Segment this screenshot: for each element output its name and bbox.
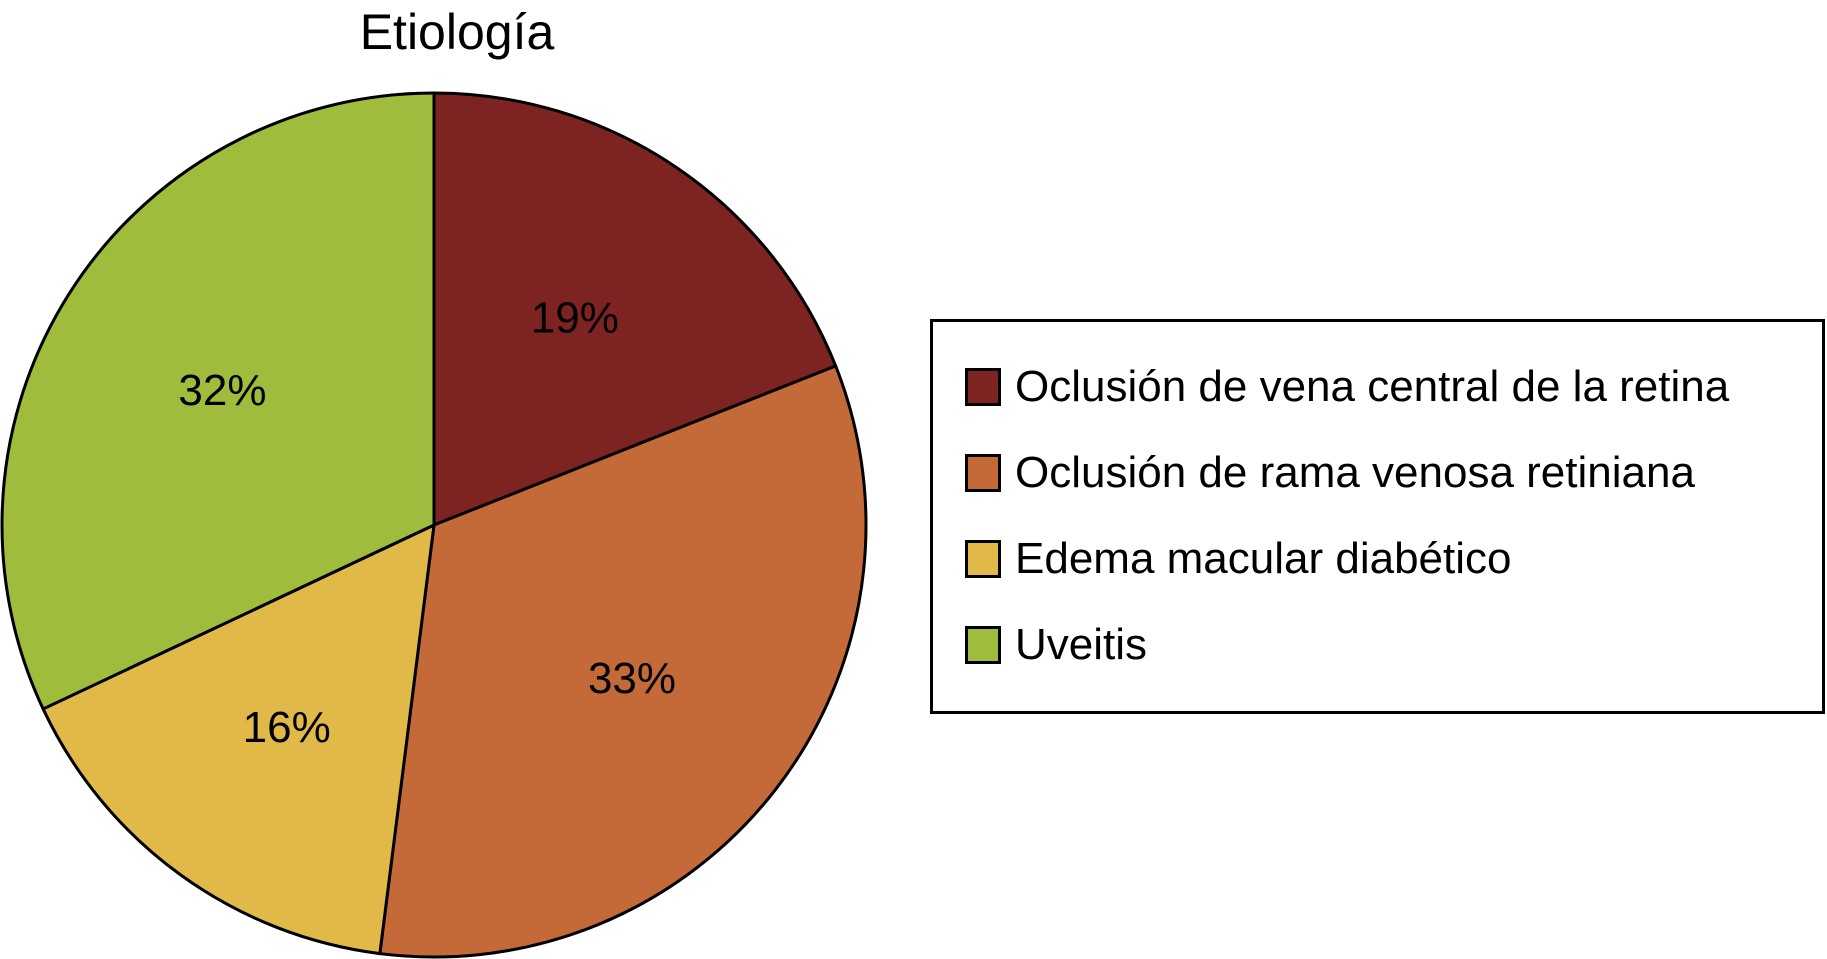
legend-label: Oclusión de rama venosa retiniana <box>1015 448 1695 497</box>
slice-uveitis <box>0 91 436 711</box>
legend-item-emd: Edema macular diabético <box>965 533 1511 585</box>
legend-swatch <box>965 540 1001 578</box>
legend-item-ocvr: Oclusión de vena central de la retina <box>965 361 1729 413</box>
chart-title: Etiología <box>359 4 555 60</box>
slice-label-orvr: 33% <box>588 654 676 703</box>
legend: Oclusión de vena central de la retina Oc… <box>930 319 1825 714</box>
legend-item-orvr: Oclusión de rama venosa retiniana <box>965 447 1695 499</box>
slice-ocvr <box>432 91 838 527</box>
slice-label-ocvr: 19% <box>531 293 619 342</box>
legend-label: Uveitis <box>1015 620 1148 669</box>
legend-swatch <box>965 368 1001 406</box>
legend-swatch <box>965 454 1001 492</box>
legend-swatch <box>965 626 1001 664</box>
legend-item-uveitis: Uveitis <box>965 619 1147 671</box>
slice-orvr <box>378 364 868 959</box>
legend-label: Oclusión de vena central de la retina <box>1015 362 1730 411</box>
slice-label-uveitis: 32% <box>178 366 266 415</box>
pie-plot-area: 19% 33% 16% 32% <box>0 91 868 959</box>
legend-label: Edema macular diabético <box>1015 534 1512 583</box>
slice-emd <box>41 523 436 956</box>
slice-label-emd: 16% <box>243 703 331 752</box>
